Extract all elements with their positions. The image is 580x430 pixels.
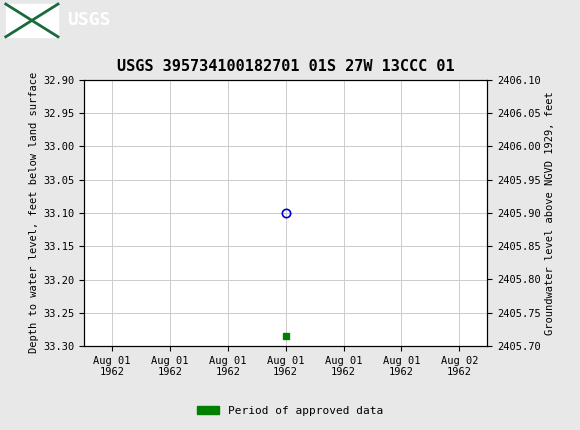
Bar (6, 4, 58, 37)
Y-axis label: Groundwater level above NGVD 1929, feet: Groundwater level above NGVD 1929, feet (545, 91, 555, 335)
Text: USGS: USGS (67, 12, 110, 29)
Y-axis label: Depth to water level, feet below land surface: Depth to water level, feet below land su… (29, 72, 39, 353)
Legend: Period of approved data: Period of approved data (193, 401, 387, 420)
Title: USGS 395734100182701 01S 27W 13CCC 01: USGS 395734100182701 01S 27W 13CCC 01 (117, 59, 455, 74)
